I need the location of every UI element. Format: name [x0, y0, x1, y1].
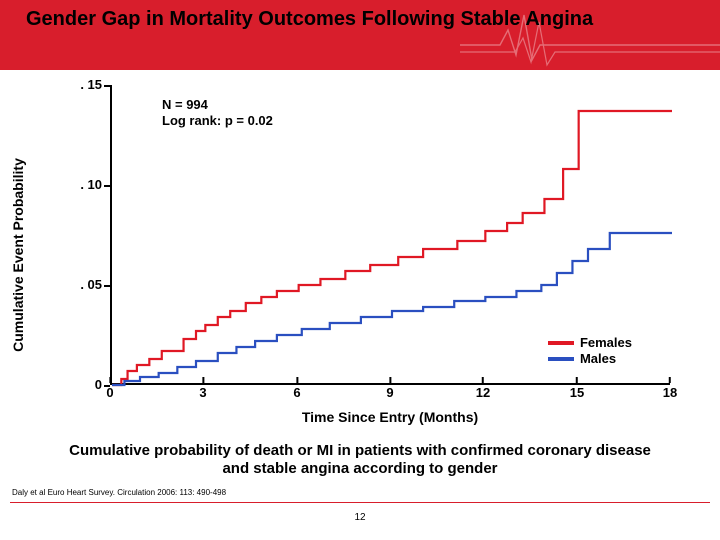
x-axis-label: Time Since Entry (Months)	[110, 409, 670, 425]
x-tick-label: 6	[293, 385, 300, 400]
y-tick-label: 0	[95, 377, 102, 392]
x-tick: 0	[106, 385, 113, 400]
annotation-logrank: Log rank: p = 0.02	[162, 113, 273, 129]
y-tick: . 15	[74, 77, 102, 92]
legend-item: Males	[548, 351, 632, 366]
legend-label: Females	[580, 335, 632, 350]
legend-swatch-females	[548, 341, 574, 345]
x-tick-label: 12	[476, 385, 490, 400]
chart-subtitle: Cumulative probability of death or MI in…	[60, 442, 660, 478]
page-number: 12	[0, 512, 720, 523]
legend-swatch-males	[548, 357, 574, 361]
legend: Females Males	[548, 334, 632, 367]
x-tick-label: 3	[199, 385, 206, 400]
y-tick: 0	[74, 377, 102, 392]
x-tick: 12	[476, 385, 490, 400]
x-tick: 3	[199, 385, 206, 400]
legend-item: Females	[548, 335, 632, 350]
y-tick-label: . 05	[80, 277, 102, 292]
x-tick-label: 9	[386, 385, 393, 400]
x-tick: 15	[570, 385, 584, 400]
x-tick: 9	[386, 385, 393, 400]
annotation-n: N = 994	[162, 97, 273, 113]
footer-divider	[10, 502, 710, 503]
x-tick: 18	[663, 385, 677, 400]
page-title: Gender Gap in Mortality Outcomes Followi…	[26, 8, 660, 31]
chart-container: Cumulative Event Probability . 15 . 10 .…	[40, 85, 680, 425]
x-tick-label: 15	[570, 385, 584, 400]
y-tick-label: . 10	[80, 177, 102, 192]
citation-text: Daly et al Euro Heart Survey. Circulatio…	[12, 488, 226, 497]
y-tick: . 10	[74, 177, 102, 192]
plot-area: N = 994 Log rank: p = 0.02 Females Males	[110, 85, 670, 385]
y-tick-label: . 15	[80, 77, 102, 92]
y-tick: . 05	[74, 277, 102, 292]
x-tick: 6	[293, 385, 300, 400]
legend-label: Males	[580, 351, 616, 366]
y-axis-label: Cumulative Event Probability	[10, 158, 26, 352]
x-tick-label: 18	[663, 385, 677, 400]
chart-annotation: N = 994 Log rank: p = 0.02	[162, 97, 273, 130]
x-tick-label: 0	[106, 385, 113, 400]
